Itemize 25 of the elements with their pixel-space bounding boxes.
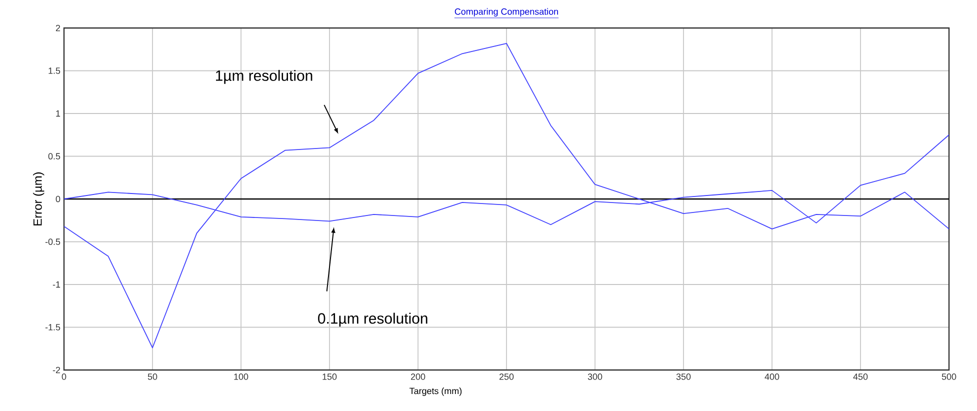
annotation: 0.1µm resolution: [318, 312, 428, 327]
x-tick-label: 0: [62, 374, 66, 380]
x-tick-label: 200: [410, 374, 426, 380]
x-tick-label: 100: [234, 374, 248, 380]
x-tick-label: 350: [676, 374, 691, 380]
x-tick-label: 500: [942, 374, 956, 380]
y-tick-label: 1: [56, 110, 60, 117]
x-tick-label: 300: [588, 374, 602, 380]
x-tick-label: 400: [764, 374, 780, 380]
x-tick-label: 450: [853, 374, 868, 380]
y-tick-label: -1: [52, 281, 60, 288]
y-axis-title: Error (µm): [33, 172, 44, 226]
y-tick-label: 2: [56, 24, 60, 32]
x-tick-label: 50: [148, 374, 158, 380]
x-axis-title: Targets (mm): [410, 388, 462, 396]
chart-title: Comparing Compensation: [454, 8, 558, 17]
y-tick-label: 0.5: [48, 153, 60, 160]
y-tick-label: -0.5: [45, 238, 60, 245]
y-tick-label: -1.5: [45, 324, 60, 330]
y-tick-label: -2: [52, 366, 60, 374]
x-tick-label: 250: [499, 374, 514, 380]
x-tick-label: 150: [322, 374, 337, 380]
y-tick-label: 0: [56, 196, 60, 202]
y-tick-label: 1.5: [48, 68, 60, 74]
annotation: 1µm resolution: [216, 70, 312, 84]
